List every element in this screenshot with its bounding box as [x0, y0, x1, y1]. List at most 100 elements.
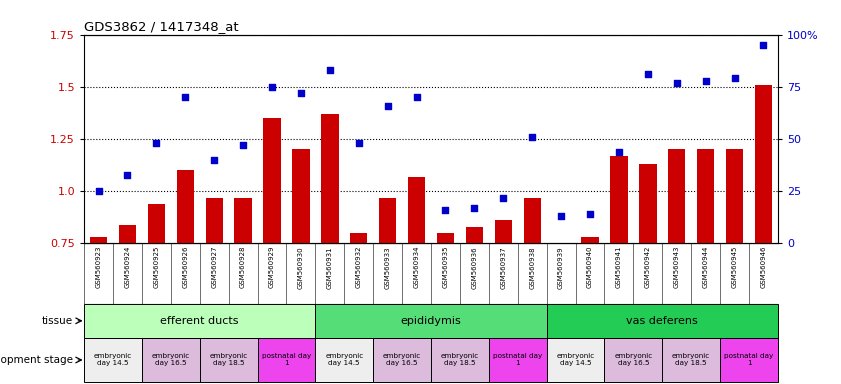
Text: embryonic
day 14.5: embryonic day 14.5: [325, 354, 363, 366]
Point: [526, 134, 539, 140]
Point: [208, 157, 221, 163]
Text: GSM560946: GSM560946: [760, 246, 766, 288]
Point: [410, 94, 423, 100]
Text: GSM560936: GSM560936: [471, 246, 478, 288]
Point: [323, 67, 336, 73]
Point: [294, 90, 308, 96]
FancyBboxPatch shape: [84, 338, 142, 382]
Text: GSM560945: GSM560945: [732, 246, 738, 288]
Bar: [755, 85, 772, 243]
Text: GSM560930: GSM560930: [298, 246, 304, 288]
Text: epididymis: epididymis: [400, 316, 462, 326]
Bar: [466, 227, 483, 243]
Point: [468, 205, 481, 211]
Bar: [639, 164, 657, 243]
Text: embryonic
day 16.5: embryonic day 16.5: [151, 354, 190, 366]
FancyBboxPatch shape: [84, 304, 315, 338]
FancyBboxPatch shape: [431, 338, 489, 382]
Text: tissue: tissue: [41, 316, 72, 326]
Point: [121, 172, 135, 178]
Text: GSM560928: GSM560928: [240, 246, 246, 288]
Text: GSM560942: GSM560942: [645, 246, 651, 288]
Point: [92, 188, 105, 194]
Text: efferent ducts: efferent ducts: [161, 316, 239, 326]
Bar: [611, 156, 627, 243]
Text: embryonic
day 18.5: embryonic day 18.5: [209, 354, 248, 366]
Bar: [726, 149, 743, 243]
Text: GSM560924: GSM560924: [124, 246, 130, 288]
Point: [727, 75, 741, 81]
Point: [381, 103, 394, 109]
Bar: [263, 118, 281, 243]
FancyBboxPatch shape: [547, 338, 605, 382]
Bar: [697, 149, 714, 243]
Bar: [581, 237, 599, 243]
Point: [236, 142, 250, 148]
Text: embryonic
day 16.5: embryonic day 16.5: [614, 354, 653, 366]
Text: GSM560923: GSM560923: [96, 246, 102, 288]
Point: [496, 194, 510, 200]
Text: embryonic
day 14.5: embryonic day 14.5: [94, 354, 132, 366]
Bar: [119, 225, 136, 243]
Point: [265, 84, 278, 90]
FancyBboxPatch shape: [720, 338, 778, 382]
Point: [178, 94, 192, 100]
Bar: [321, 114, 338, 243]
Bar: [436, 233, 454, 243]
Text: GSM560938: GSM560938: [529, 246, 535, 288]
FancyBboxPatch shape: [547, 304, 778, 338]
Bar: [408, 177, 426, 243]
Bar: [90, 237, 108, 243]
Text: embryonic
day 18.5: embryonic day 18.5: [441, 354, 479, 366]
Text: embryonic
day 14.5: embryonic day 14.5: [557, 354, 595, 366]
Text: GSM560927: GSM560927: [211, 246, 217, 288]
Point: [670, 79, 684, 86]
FancyBboxPatch shape: [373, 338, 431, 382]
Text: GSM560943: GSM560943: [674, 246, 680, 288]
Bar: [177, 170, 194, 243]
Bar: [235, 197, 251, 243]
Text: GSM560944: GSM560944: [702, 246, 709, 288]
FancyBboxPatch shape: [200, 338, 257, 382]
FancyBboxPatch shape: [257, 338, 315, 382]
Text: GSM560933: GSM560933: [384, 246, 391, 288]
Text: GSM560934: GSM560934: [414, 246, 420, 288]
Bar: [668, 149, 685, 243]
FancyBboxPatch shape: [663, 338, 720, 382]
Text: GSM560935: GSM560935: [442, 246, 448, 288]
Text: GDS3862 / 1417348_at: GDS3862 / 1417348_at: [84, 20, 239, 33]
Point: [439, 207, 452, 213]
Bar: [553, 243, 570, 245]
Text: vas deferens: vas deferens: [627, 316, 698, 326]
Text: postnatal day
1: postnatal day 1: [493, 354, 542, 366]
Point: [352, 140, 366, 146]
Text: GSM560932: GSM560932: [356, 246, 362, 288]
Text: GSM560937: GSM560937: [500, 246, 506, 288]
FancyBboxPatch shape: [605, 338, 663, 382]
FancyBboxPatch shape: [142, 338, 200, 382]
Bar: [148, 204, 165, 243]
Bar: [523, 197, 541, 243]
Bar: [205, 197, 223, 243]
Bar: [495, 220, 512, 243]
Text: postnatal day
1: postnatal day 1: [724, 354, 774, 366]
Text: GSM560929: GSM560929: [269, 246, 275, 288]
Point: [554, 213, 568, 219]
Point: [699, 78, 712, 84]
Text: GSM560941: GSM560941: [616, 246, 622, 288]
Text: GSM560940: GSM560940: [587, 246, 593, 288]
Point: [150, 140, 163, 146]
FancyBboxPatch shape: [315, 304, 547, 338]
Text: GSM560931: GSM560931: [327, 246, 333, 288]
Point: [641, 71, 654, 77]
Point: [757, 42, 770, 48]
FancyBboxPatch shape: [315, 338, 373, 382]
Text: GSM560925: GSM560925: [153, 246, 160, 288]
Bar: [350, 233, 368, 243]
Text: development stage: development stage: [0, 355, 72, 365]
Text: GSM560926: GSM560926: [182, 246, 188, 288]
Text: embryonic
day 16.5: embryonic day 16.5: [383, 354, 421, 366]
Text: embryonic
day 18.5: embryonic day 18.5: [672, 354, 711, 366]
Point: [612, 149, 626, 155]
Point: [584, 211, 597, 217]
